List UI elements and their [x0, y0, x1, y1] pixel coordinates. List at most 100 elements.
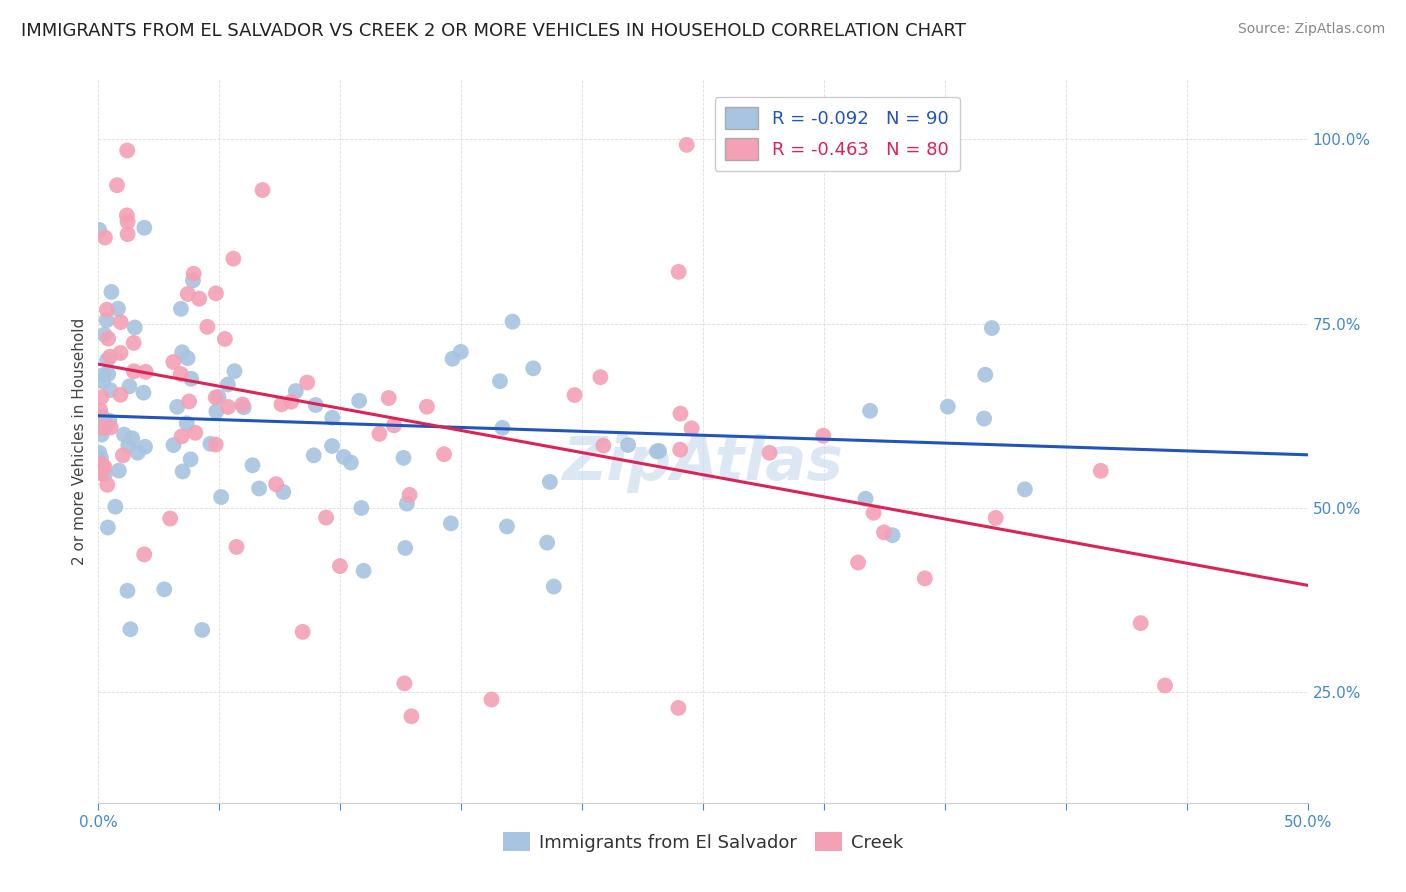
Point — [170, 367, 193, 381]
Point — [188, 292, 211, 306]
Point — [398, 488, 420, 502]
Point — [973, 411, 995, 425]
Point — [297, 376, 319, 390]
Point — [97, 367, 120, 381]
Point — [481, 692, 503, 706]
Point — [110, 315, 132, 329]
Point — [882, 528, 904, 542]
Point — [617, 438, 640, 452]
Point — [120, 622, 142, 636]
Point — [166, 400, 188, 414]
Point — [207, 390, 229, 404]
Point — [176, 351, 198, 366]
Point — [496, 519, 519, 533]
Point — [162, 355, 184, 369]
Point — [93, 421, 115, 435]
Point — [98, 383, 121, 397]
Point — [675, 137, 697, 152]
Point — [96, 313, 118, 327]
Point — [394, 676, 416, 690]
Point — [134, 440, 156, 454]
Point — [321, 439, 343, 453]
Point — [264, 477, 287, 491]
Point — [90, 409, 112, 424]
Point — [859, 404, 882, 418]
Point — [200, 437, 222, 451]
Point — [1014, 483, 1036, 497]
Point — [183, 267, 205, 281]
Point — [132, 385, 155, 400]
Point — [89, 457, 111, 471]
Point — [321, 410, 343, 425]
Point — [846, 556, 869, 570]
Point — [195, 319, 218, 334]
Point — [536, 535, 558, 549]
Point — [93, 368, 115, 382]
Point — [368, 426, 391, 441]
Point — [648, 444, 671, 458]
Point — [107, 301, 129, 316]
Point — [90, 450, 112, 465]
Point — [124, 320, 146, 334]
Point — [873, 525, 896, 540]
Point — [159, 511, 181, 525]
Y-axis label: 2 or more Vehicles in Household: 2 or more Vehicles in Household — [72, 318, 87, 566]
Point — [491, 421, 513, 435]
Point — [543, 580, 565, 594]
Text: IMMIGRANTS FROM EL SALVADOR VS CREEK 2 OR MORE VEHICLES IN HOUSEHOLD CORRELATION: IMMIGRANTS FROM EL SALVADOR VS CREEK 2 O… — [21, 22, 966, 40]
Point — [180, 452, 202, 467]
Point — [813, 429, 835, 443]
Point — [89, 403, 111, 417]
Point — [93, 412, 115, 426]
Point — [117, 438, 139, 452]
Point — [94, 467, 117, 481]
Point — [115, 144, 138, 158]
Point — [914, 571, 936, 585]
Point — [394, 541, 416, 555]
Point — [502, 315, 524, 329]
Point — [592, 439, 614, 453]
Point — [291, 624, 314, 639]
Point — [666, 701, 689, 715]
Point — [232, 398, 254, 412]
Point — [538, 475, 561, 489]
Point — [377, 391, 399, 405]
Point — [232, 401, 254, 415]
Point — [668, 265, 690, 279]
Point — [205, 286, 228, 301]
Point — [315, 510, 337, 524]
Point — [1129, 616, 1152, 631]
Point — [117, 583, 139, 598]
Point — [441, 351, 464, 366]
Point — [440, 516, 463, 531]
Point — [224, 364, 246, 378]
Point — [395, 497, 418, 511]
Point — [96, 302, 118, 317]
Point — [329, 559, 352, 574]
Point — [162, 438, 184, 452]
Point — [122, 364, 145, 378]
Legend: Immigrants from El Salvador, Creek: Immigrants from El Salvador, Creek — [495, 825, 911, 859]
Point — [936, 400, 959, 414]
Point — [205, 404, 228, 418]
Point — [974, 368, 997, 382]
Point — [242, 458, 264, 473]
Point — [217, 377, 239, 392]
Point — [89, 446, 111, 460]
Point — [172, 465, 194, 479]
Point — [350, 500, 373, 515]
Point — [177, 394, 200, 409]
Point — [353, 564, 375, 578]
Point — [204, 437, 226, 451]
Point — [204, 391, 226, 405]
Point — [98, 350, 121, 364]
Point — [184, 425, 207, 440]
Point — [252, 183, 274, 197]
Point — [392, 450, 415, 465]
Point — [97, 332, 120, 346]
Point — [176, 417, 198, 431]
Point — [89, 421, 111, 435]
Point — [105, 178, 128, 193]
Point — [489, 374, 512, 388]
Point — [273, 485, 295, 500]
